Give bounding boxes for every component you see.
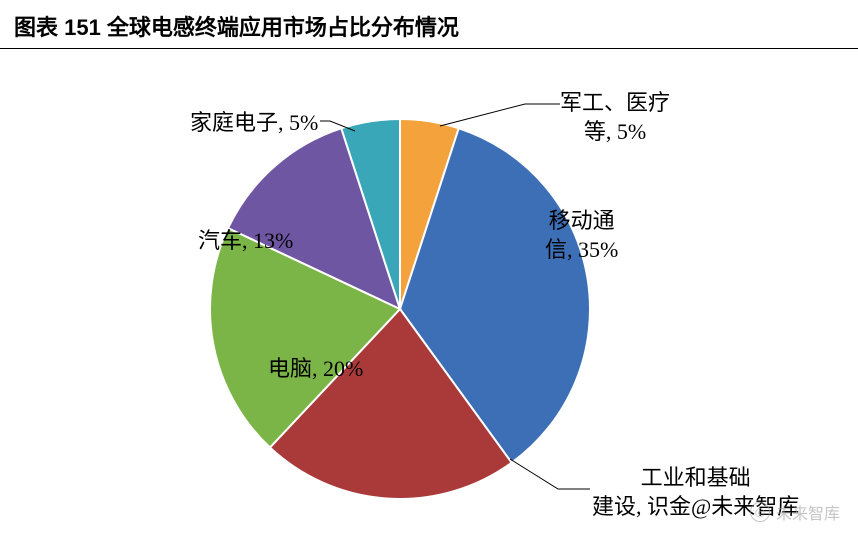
slice-label: 家庭电子, 5% (190, 109, 318, 138)
leader-line (440, 104, 560, 126)
pie-chart: 军工、医疗等, 5%移动通信, 35%工业和基础建设, 识金@未来智库电脑, 2… (0, 49, 858, 539)
slice-label: 移动通信, 35% (545, 207, 618, 264)
chart-title-bar: 图表 151 全球电感终端应用市场占比分布情况 (0, 0, 858, 49)
slice-label: 汽车, 13% (198, 227, 293, 256)
slice-label: 军工、医疗等, 5% (560, 89, 670, 146)
leader-line (510, 459, 590, 489)
chart-title: 图表 151 全球电感终端应用市场占比分布情况 (14, 10, 844, 42)
watermark-icon: ◎ (750, 502, 770, 522)
watermark-text: 未来智库 (776, 500, 840, 524)
watermark: ◎ 未来智库 (750, 500, 840, 524)
slice-label: 电脑, 20% (268, 355, 363, 384)
